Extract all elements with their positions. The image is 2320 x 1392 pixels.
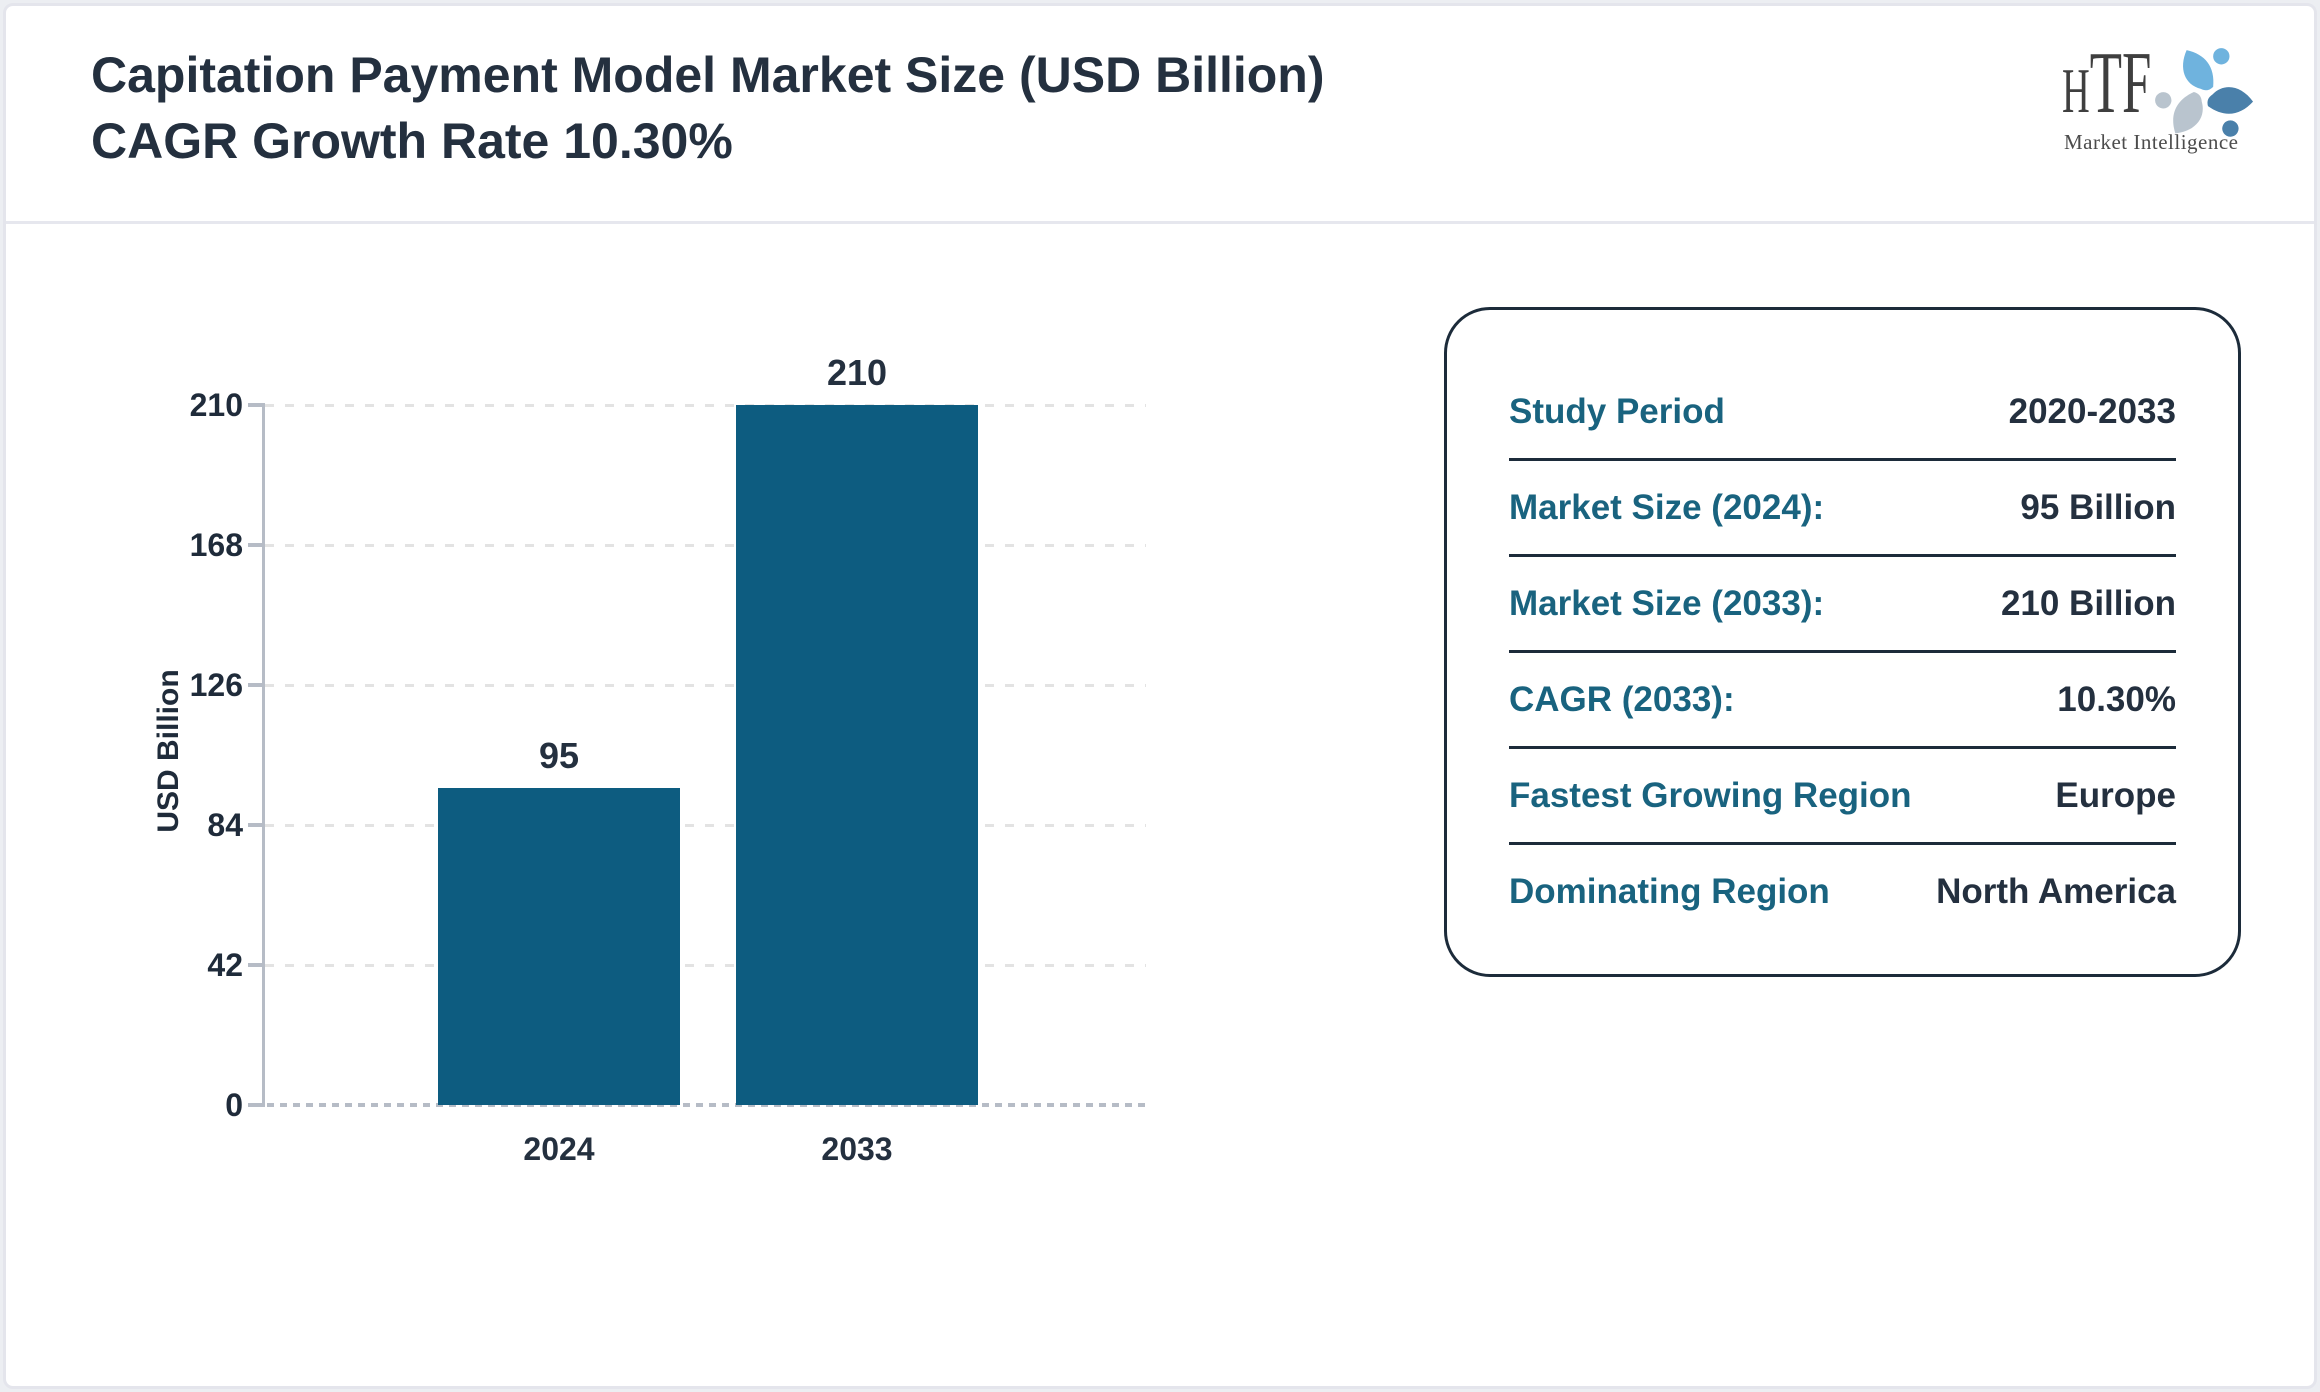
summary-row-value: Europe (2055, 775, 2176, 815)
gridline (265, 404, 1146, 407)
header-divider (6, 221, 2314, 224)
summary-row-value: North America (1936, 871, 2176, 911)
y-axis-tick (248, 1103, 265, 1107)
y-axis-tick-label: 210 (189, 387, 243, 423)
y-axis-tick-label: 168 (189, 527, 243, 563)
summary-row-value: 95 Billion (2020, 487, 2176, 527)
summary-row: Fastest Growing Region Europe (1509, 749, 2176, 845)
logo-figure-right (2207, 87, 2254, 137)
summary-row: Study Period 2020-2033 (1509, 365, 2176, 461)
x-axis-category-label: 2033 (821, 1131, 893, 1167)
y-axis-tick-label: 126 (189, 667, 243, 703)
y-axis-line (262, 405, 265, 1105)
gridline (265, 964, 1146, 967)
market-summary-panel: Study Period 2020-2033 Market Size (2024):… (1444, 307, 2241, 977)
bar-2033 (736, 405, 978, 1105)
summary-row-label: Market Size (2024): (1509, 487, 1825, 527)
logo-wordmark: HTF (2062, 35, 2152, 132)
bar-2024 (438, 788, 680, 1105)
y-axis-tick-label: 84 (207, 807, 243, 843)
bar-value-label: 210 (826, 352, 888, 393)
summary-row-value: 10.30% (2057, 679, 2176, 719)
summary-row-label: Dominating Region (1509, 871, 1830, 911)
gridline (265, 684, 1146, 687)
logo-figure-top (2183, 48, 2230, 91)
logo-subtext: Market Intelligence (2064, 130, 2239, 154)
content-frame: Capitation Payment Model Market Size (US… (3, 3, 2317, 1389)
y-axis-tick (248, 823, 265, 827)
x-axis-category-label: 2024 (523, 1131, 595, 1167)
summary-row-label: CAGR (2033): (1509, 679, 1735, 719)
y-axis-tick (248, 403, 265, 407)
summary-row-label: Study Period (1509, 391, 1725, 431)
y-axis-tick (248, 963, 265, 967)
summary-row: Market Size (2024): 95 Billion (1509, 461, 2176, 557)
y-axis-tick-label: 0 (225, 1087, 243, 1123)
y-axis-tick (248, 683, 265, 687)
logo-swirl-icon (2155, 48, 2254, 137)
htf-logo: HTF Market Intelli (2058, 34, 2268, 164)
bar-value-label: 95 (538, 735, 580, 777)
logo-figure-left (2155, 92, 2203, 134)
gridline (265, 824, 1146, 827)
summary-row: Market Size (2033): 210 Billion (1509, 557, 2176, 653)
summary-row-label: Fastest Growing Region (1509, 775, 1912, 815)
gridline (265, 544, 1146, 547)
y-axis-tick (248, 543, 265, 547)
summary-row-label: Market Size (2033): (1509, 583, 1825, 623)
y-axis-tick-label: 42 (207, 947, 243, 983)
page-title: Capitation Payment Model Market Size (US… (91, 47, 1325, 169)
summary-row-value: 2020-2033 (2008, 391, 2176, 431)
logo-tf: TF (2089, 35, 2152, 132)
summary-row: Dominating Region North America (1509, 845, 2176, 938)
summary-row-value: 210 Billion (2000, 583, 2176, 623)
x-axis-baseline (248, 1103, 1146, 1107)
summary-row: CAGR (2033): 10.30% (1509, 653, 2176, 749)
